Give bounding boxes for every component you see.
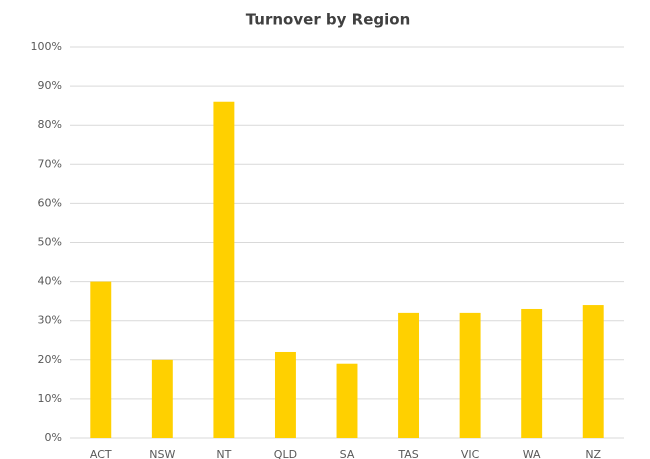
y-tick-label: 10% <box>38 392 62 405</box>
x-tick-label: VIC <box>461 448 480 459</box>
bar <box>90 281 112 438</box>
bar <box>398 312 420 438</box>
chart-title: Turnover by Region <box>246 11 411 29</box>
x-tick-label: ACT <box>90 448 112 459</box>
x-tick-label: SA <box>340 448 355 459</box>
bar <box>459 312 481 438</box>
y-tick-label: 20% <box>38 353 62 366</box>
y-tick-label: 90% <box>38 79 62 92</box>
bar <box>521 308 543 438</box>
y-tick-label: 0% <box>45 431 62 444</box>
x-tick-label: TAS <box>397 448 418 459</box>
bar <box>336 363 358 438</box>
x-tick-label: QLD <box>274 448 297 459</box>
bar <box>213 101 235 439</box>
y-tick-label: 100% <box>31 40 62 53</box>
y-tick-label: 50% <box>38 236 62 249</box>
x-tick-label: WA <box>523 448 541 459</box>
y-tick-label: 70% <box>38 157 62 170</box>
x-tick-label: NZ <box>585 448 601 459</box>
y-tick-label: 60% <box>38 196 62 209</box>
y-tick-label: 40% <box>38 275 62 288</box>
bar <box>151 359 173 438</box>
bar <box>274 351 296 438</box>
y-tick-label: 30% <box>38 314 62 327</box>
x-tick-label: NSW <box>149 448 175 459</box>
bar <box>582 305 604 438</box>
x-tick-label: NT <box>216 448 231 459</box>
y-tick-label: 80% <box>38 118 62 131</box>
